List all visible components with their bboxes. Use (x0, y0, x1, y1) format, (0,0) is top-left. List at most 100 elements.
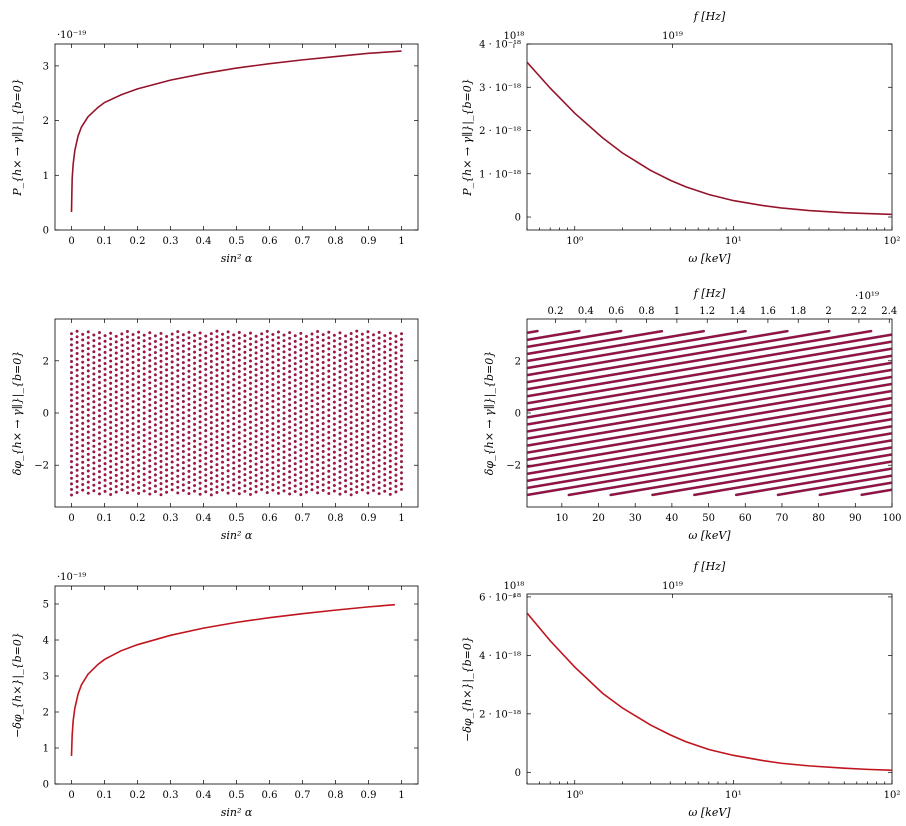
scatter-point (221, 443, 225, 447)
scatter-point (137, 330, 141, 334)
scatter-point (265, 396, 269, 400)
top-tick-label: 10¹⁹ (662, 31, 683, 42)
scatter-point (232, 411, 236, 415)
scatter-point (293, 345, 297, 349)
scatter-point (187, 469, 191, 473)
scatter-point (226, 419, 230, 423)
scatter-point (198, 348, 202, 352)
scatter-point (81, 332, 85, 336)
x-tick-label: 70 (776, 513, 789, 524)
scatter-point (360, 371, 364, 375)
scatter-point (131, 472, 135, 476)
series-group (70, 50, 402, 212)
scatter-point (103, 473, 107, 477)
x-tick-label: 0.5 (229, 513, 245, 524)
scatter-point (394, 440, 398, 444)
scatter-point (131, 444, 135, 448)
scatter-point (215, 351, 219, 355)
scatter-point (75, 368, 79, 372)
scatter-point (70, 365, 74, 369)
scatter-point (321, 360, 325, 364)
scatter-point (221, 421, 225, 425)
scatter-point (293, 489, 297, 493)
scatter-point (377, 392, 381, 396)
scatter-point (366, 396, 370, 400)
scatter-point (366, 430, 370, 434)
y-tick-label: 0 (43, 226, 49, 237)
scatter-point (120, 421, 124, 425)
scatter-point (148, 453, 152, 457)
scatter-point (131, 488, 135, 492)
scatter-point (388, 398, 392, 402)
scatter-point (388, 359, 392, 363)
scatter-point (399, 371, 403, 375)
scatter-point (321, 444, 325, 448)
scatter-point (209, 398, 213, 402)
scatter-point (355, 351, 359, 355)
scatter-point (344, 440, 348, 444)
scatter-point (254, 379, 258, 383)
scatter-point (120, 404, 124, 408)
scatter-point (338, 481, 342, 485)
scatter-point (372, 350, 376, 354)
scatter-point (142, 417, 146, 421)
scatter-point (394, 412, 398, 416)
scatter-point (81, 382, 85, 386)
scatter-point (181, 377, 185, 381)
scatter-point (165, 373, 169, 377)
scatter-point (349, 409, 353, 413)
scatter-point (276, 425, 280, 429)
scatter-point (81, 483, 85, 487)
scatter-point (316, 430, 320, 434)
scatter-point (377, 425, 381, 429)
scatter-point (221, 338, 225, 342)
scatter-point (70, 415, 74, 419)
scatter-point (176, 474, 180, 478)
scatter-point (271, 488, 275, 492)
scatter-point (226, 486, 230, 490)
scatter-point (221, 410, 225, 414)
scatter-point (131, 388, 135, 392)
scatter-point (75, 463, 79, 467)
scatter-point (215, 385, 219, 389)
scatter-point (137, 475, 141, 479)
scatter-point (75, 329, 79, 333)
scatter-point (388, 331, 392, 335)
scatter-point (260, 348, 264, 352)
scatter-point (282, 389, 286, 393)
scatter-point (226, 402, 230, 406)
scatter-point (75, 457, 79, 461)
scatter-point (159, 443, 163, 447)
scatter-point (282, 394, 286, 398)
scatter-point (187, 453, 191, 457)
scatter-point (125, 379, 129, 383)
scatter-point (349, 448, 353, 452)
scatter-point (137, 375, 141, 379)
scatter-point (288, 459, 292, 463)
scatter-point (360, 410, 364, 414)
scatter-point (86, 374, 90, 378)
scatter-point (271, 460, 275, 464)
scatter-point (109, 454, 113, 458)
scatter-point (153, 490, 157, 494)
scatter-point (338, 348, 342, 352)
scatter-point (198, 375, 202, 379)
top-tick-label: 1.4 (730, 306, 746, 317)
scatter-point (120, 476, 124, 480)
scatter-point (338, 409, 342, 413)
scatter-point (165, 446, 169, 450)
scatter-point (327, 380, 331, 384)
top-axis-scale: ·10¹⁹ (855, 291, 879, 302)
scatter-point (271, 449, 275, 453)
scatter-point (114, 340, 118, 344)
scatter-point (70, 343, 74, 347)
scatter-point (153, 339, 157, 343)
scatter-point (221, 377, 225, 381)
scatter-point (125, 352, 129, 356)
scatter-point (338, 420, 342, 424)
scatter-point (299, 481, 303, 485)
scatter-point (288, 397, 292, 401)
scatter-point (75, 363, 79, 367)
scatter-point (193, 378, 197, 382)
